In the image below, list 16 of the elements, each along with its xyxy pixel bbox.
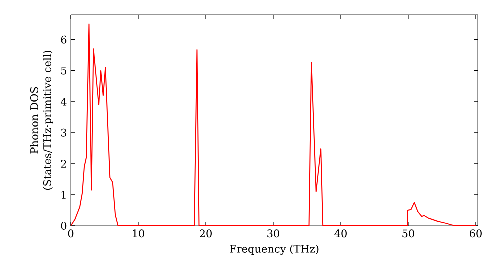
x-tick-label: 20: [200, 230, 212, 238]
x-tick-label: 30: [268, 230, 280, 238]
x-tick-label: 60: [470, 230, 482, 238]
y-tick-label: 3: [61, 128, 67, 137]
x-axis-title: Frequency (THz): [230, 244, 319, 256]
x-tick-label: 10: [133, 230, 144, 238]
y-tick-label: 5: [62, 66, 66, 75]
x-tick-label: 50: [402, 230, 414, 238]
y-tick-label: 2: [61, 160, 66, 168]
x-tick-label: 0: [68, 230, 74, 238]
y-tick-label: 0: [61, 222, 67, 230]
x-tick-label: 40: [334, 230, 347, 238]
y-axis-title: Phonon DOS (States/THz·primitive cell): [30, 50, 54, 190]
y-tick-label: 1: [62, 191, 66, 199]
y-tick-label: 6: [61, 36, 67, 44]
y-tick-label: 4: [60, 98, 67, 106]
